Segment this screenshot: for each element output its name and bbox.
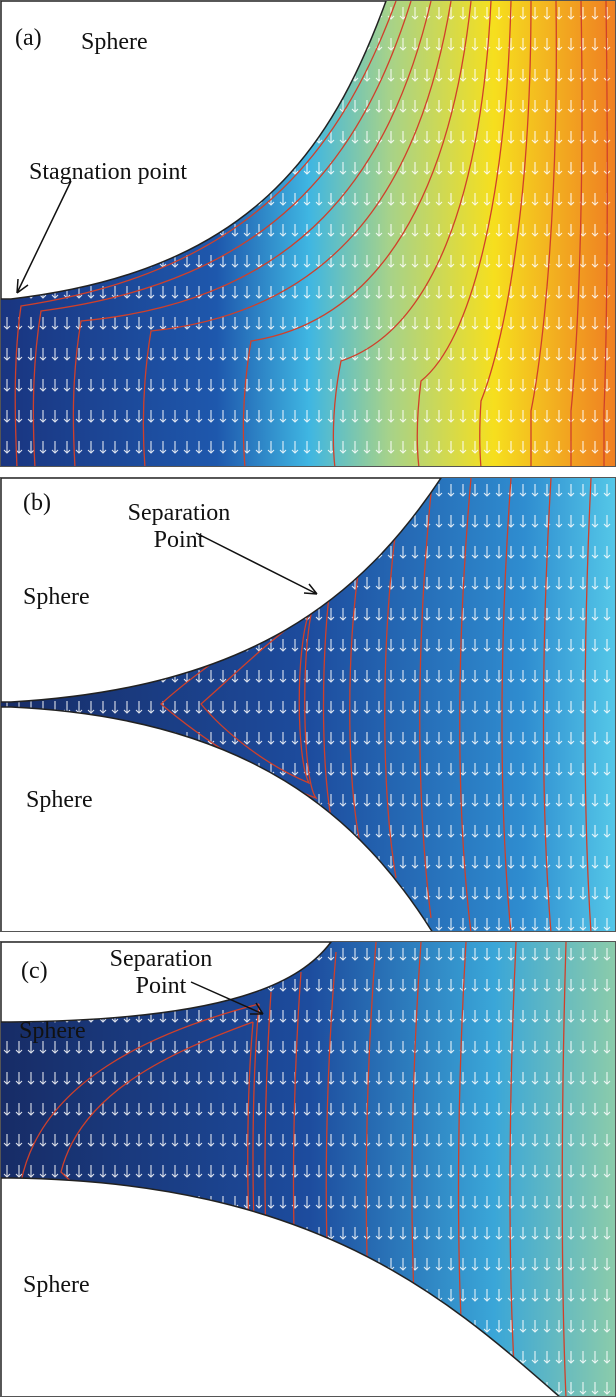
flow-field <box>1 1 616 467</box>
page: {"panels": [ {"label": "(a)", "sphere": … <box>0 0 616 1397</box>
sphere-label: Sphere <box>23 1272 90 1299</box>
sphere-label: Sphere <box>26 787 93 814</box>
sphere-label: Sphere <box>81 29 148 56</box>
sphere-label: Sphere <box>19 1018 86 1045</box>
panel-c: (c) Separation Point Sphere Sphere <box>0 941 616 1397</box>
annotation: Separation Point <box>109 500 249 554</box>
panel-b: (b) Separation Point Sphere Sphere <box>0 477 616 932</box>
panel-label: (b) <box>23 490 51 517</box>
panel-label: (a) <box>15 25 42 52</box>
flow-field <box>1 942 616 1397</box>
panel-a: (a) Sphere Stagnation point <box>0 0 616 467</box>
flow-field <box>1 478 616 932</box>
panel-label: (c) <box>21 958 48 985</box>
sphere-label: Sphere <box>23 584 90 611</box>
annotation: Stagnation point <box>29 159 187 186</box>
annotation: Separation Point <box>91 946 231 1000</box>
